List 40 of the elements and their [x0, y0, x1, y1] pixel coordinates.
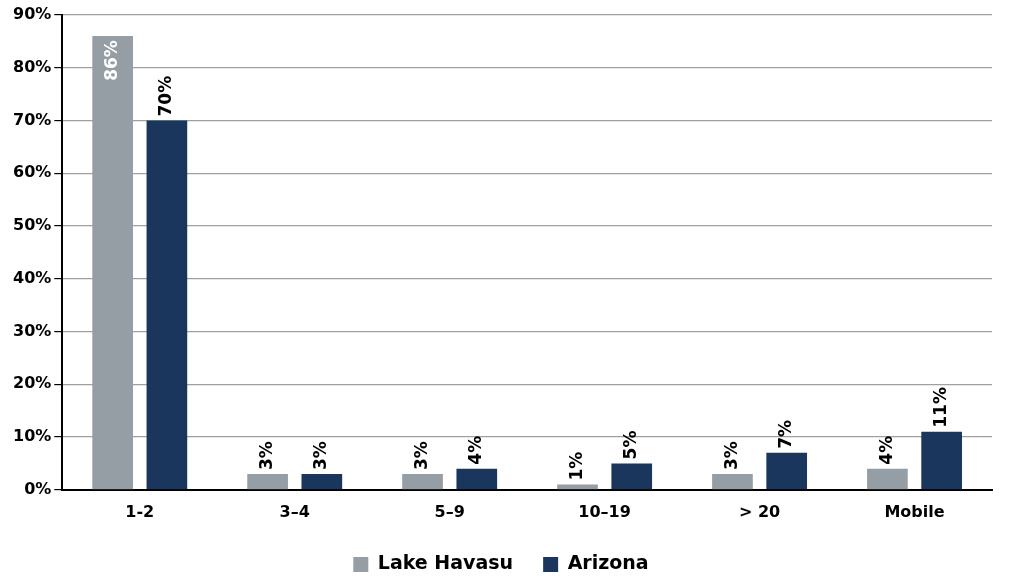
legend-label: Lake Havasu	[377, 551, 514, 574]
data-label: 3%	[410, 441, 431, 470]
y-tick-label: 0%	[24, 478, 52, 498]
data-label: 4%	[875, 435, 896, 465]
bar	[247, 473, 288, 490]
bar	[867, 468, 908, 490]
data-label: 86%	[101, 40, 122, 81]
data-label: 11%	[930, 387, 951, 428]
x-tick-label: 1-2	[125, 501, 155, 521]
data-label: 1%	[565, 451, 586, 481]
data-label: 3%	[256, 441, 277, 470]
x-tick-label: 10–19	[578, 501, 631, 521]
y-tick-label: 10%	[13, 426, 52, 446]
bar	[921, 431, 962, 490]
data-label: 7%	[775, 420, 796, 449]
data-label: 4%	[465, 435, 486, 465]
y-tick-label: 50%	[13, 215, 52, 235]
data-label: 3%	[310, 441, 331, 470]
y-tick-label: 90%	[13, 4, 52, 24]
legend-label: Arizona	[567, 551, 649, 574]
x-tick-label: 3–4	[279, 501, 310, 521]
bar	[766, 452, 808, 490]
x-tick-label: 5–9	[434, 501, 465, 521]
data-label: 3%	[720, 441, 741, 470]
y-tick-label: 80%	[13, 56, 52, 76]
y-tick-label: 20%	[13, 373, 52, 393]
data-label: 70%	[155, 75, 176, 117]
bar	[456, 468, 498, 490]
data-label: 5%	[620, 430, 641, 460]
bar	[146, 120, 188, 490]
bar	[712, 473, 753, 490]
bar	[402, 473, 443, 490]
y-tick-label: 60%	[13, 162, 52, 182]
x-tick-label: > 20	[738, 501, 781, 521]
x-tick-label: Mobile	[884, 501, 945, 521]
y-tick-label: 70%	[13, 109, 52, 129]
y-tick-label: 40%	[13, 267, 52, 287]
bar	[611, 463, 653, 490]
bar	[301, 473, 343, 490]
y-tick-label: 30%	[13, 320, 52, 340]
